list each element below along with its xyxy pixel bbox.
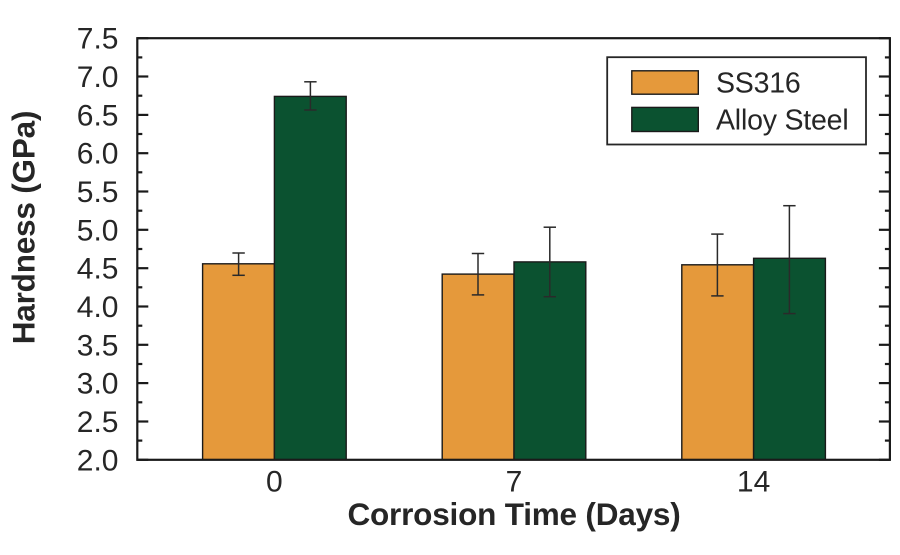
svg-text:6.5: 6.5	[77, 99, 119, 132]
svg-text:14: 14	[737, 466, 770, 499]
svg-text:7: 7	[506, 466, 523, 499]
svg-text:7.5: 7.5	[77, 23, 119, 56]
svg-text:3.5: 3.5	[77, 329, 119, 362]
svg-text:4.5: 4.5	[77, 253, 119, 286]
svg-text:4.0: 4.0	[77, 291, 119, 324]
svg-text:5.0: 5.0	[77, 214, 119, 247]
svg-text:0: 0	[266, 466, 283, 499]
svg-text:Hardness (GPa): Hardness (GPa)	[6, 111, 42, 345]
svg-text:2.0: 2.0	[77, 444, 119, 477]
svg-text:5.5: 5.5	[77, 176, 119, 209]
svg-text:Corrosion Time (Days): Corrosion Time (Days)	[347, 496, 680, 532]
svg-text:SS316: SS316	[716, 68, 801, 100]
svg-text:6.0: 6.0	[77, 138, 119, 171]
svg-text:Alloy Steel: Alloy Steel	[716, 105, 848, 137]
svg-text:2.5: 2.5	[77, 406, 119, 439]
svg-text:3.0: 3.0	[77, 368, 119, 401]
svg-text:7.0: 7.0	[77, 61, 119, 94]
